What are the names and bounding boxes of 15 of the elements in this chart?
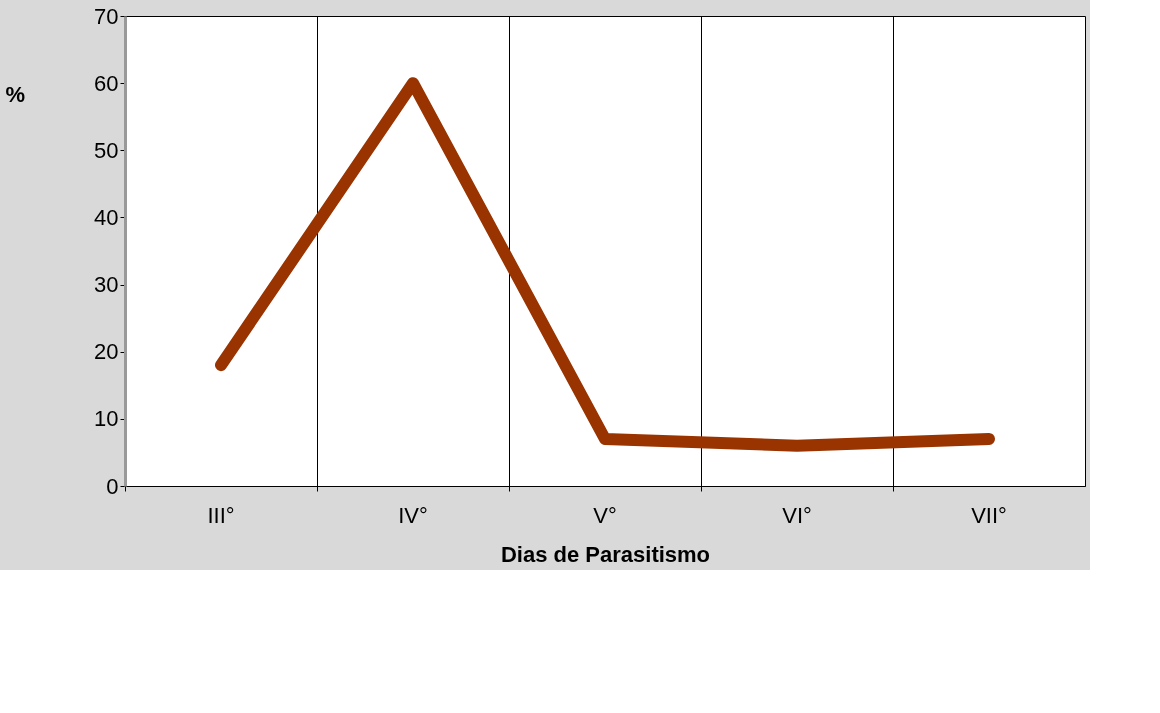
- x-tick-label: VII°: [971, 502, 1007, 528]
- y-tick-label: 60: [94, 70, 119, 96]
- x-tick-label: VI°: [782, 502, 812, 528]
- y-tick-label: 40: [94, 204, 119, 230]
- y-tick-label: 20: [94, 339, 119, 365]
- y-tick-label: 70: [94, 3, 119, 29]
- x-axis-title: Dias de Parasitismo: [500, 541, 711, 567]
- y-tick-label: 30: [94, 272, 119, 298]
- y-tick-label: 50: [94, 137, 119, 163]
- x-tick-label: V°: [593, 502, 617, 528]
- y-axis-title: %: [5, 81, 26, 107]
- x-tick-label: III°: [207, 502, 235, 528]
- x-tick-label: IV°: [398, 502, 428, 528]
- y-tick-label: 0: [106, 473, 119, 499]
- y-tick-label: 10: [94, 406, 119, 432]
